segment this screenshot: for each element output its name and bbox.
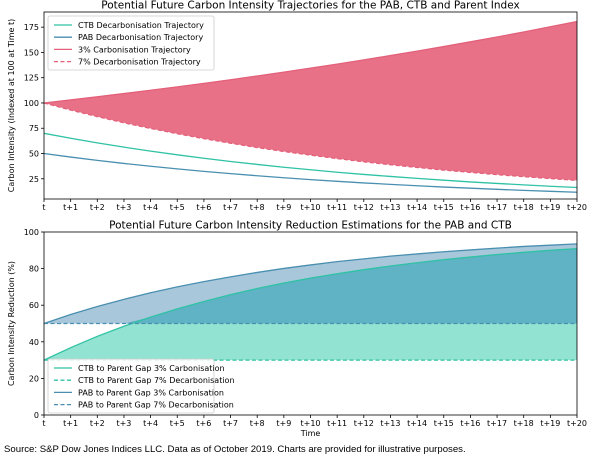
chart-2-x-tick-label: t+3 (116, 419, 131, 428)
chart-1-x-tick-label: t+15 (434, 203, 454, 212)
chart-1-x-tick-label: t+2 (90, 203, 105, 212)
chart-2-overlap-area (44, 248, 577, 324)
chart-2-y-tick-label: 20 (29, 374, 39, 383)
chart-1-x-tick-label: t+6 (196, 203, 211, 212)
chart-1-x-tick-label: t+1 (63, 203, 78, 212)
chart-1-x-tick-label: t+17 (487, 203, 507, 212)
chart-1-legend-box (47, 15, 215, 71)
chart-1-x-tick-label: t+14 (407, 203, 427, 212)
chart-1-x-tick-label: t+11 (327, 203, 347, 212)
chart-1-carbon-range-area (44, 21, 577, 181)
chart-2-x-tick-label: t+17 (487, 419, 507, 428)
chart-2-x-tick-label: t+15 (434, 419, 454, 428)
chart-2-y-tick-label: 40 (29, 338, 39, 347)
source-note: Source: S&P Dow Jones Indices LLC. Data … (4, 444, 466, 455)
chart-2-x-tick-label: t (42, 419, 45, 428)
chart-1-x-tick-label: t+10 (300, 203, 320, 212)
chart-2-y-tick-label: 100 (24, 228, 39, 237)
chart-1-y-tick-label: 75 (29, 124, 39, 133)
chart-1-series-line-4 (43, 102, 578, 182)
chart-2-series-line-3 (43, 243, 578, 325)
chart-1-x-tick-label: t+20 (567, 203, 587, 212)
chart-1-legend-label-2: PAB Decarbonisation Trajectory (78, 33, 203, 42)
chart-2-legend-box (47, 358, 215, 414)
chart-1-y-tick-label: 25 (29, 175, 39, 184)
chart-1-x-tick-label: t+19 (540, 203, 560, 212)
chart-2-title: Potential Future Carbon Intensity Reduct… (109, 220, 512, 232)
chart-2-x-tick-label: t+11 (327, 419, 347, 428)
chart-1-x-tick-label: t+8 (250, 203, 265, 212)
chart-2-y-tick-label: 60 (29, 301, 39, 310)
chart-1-x-tick-label: t+12 (354, 203, 374, 212)
chart-2-series-line-1 (43, 248, 578, 361)
chart-1-x-tick-label: t+7 (223, 203, 238, 212)
chart-1-x-tick-label: t+9 (276, 203, 291, 212)
chart-2-x-tick-label: t+9 (276, 419, 291, 428)
chart-1-legend-label-1: CTB Decarbonisation Trajectory (78, 21, 204, 30)
chart-2-y-tick-label: 80 (29, 265, 39, 274)
chart-2-x-tick-label: t+16 (460, 419, 480, 428)
chart-2-legend-label-2: CTB to Parent Gap 7% Decarbonisation (78, 376, 235, 385)
chart-2-x-tick-label: t+10 (300, 419, 320, 428)
chart-2-y-tick-label: 0 (34, 411, 39, 420)
chart-1-x-tick-label: t+5 (170, 203, 185, 212)
chart-2-x-axis-label: Time (300, 429, 321, 438)
chart-1-x-tick-label: t (42, 203, 45, 212)
chart-1-y-tick-label: 150 (24, 48, 39, 57)
chart-2-x-tick-label: t+6 (196, 419, 211, 428)
chart-1-y-tick-label: 50 (29, 150, 39, 159)
chart-2-x-tick-label: t+8 (250, 419, 265, 428)
chart-2-x-tick-label: t+5 (170, 419, 185, 428)
chart-2-x-tick-label: t+2 (90, 419, 105, 428)
chart-1-x-tick-label: t+4 (143, 203, 158, 212)
chart-1-x-tick-label: t+3 (116, 203, 131, 212)
chart-1-y-tick-label: 100 (24, 99, 39, 108)
chart-2-x-tick-label: t+1 (63, 419, 78, 428)
chart-1-title: Potential Future Carbon Intensity Trajec… (101, 0, 519, 12)
chart-1-x-tick-label: t+13 (380, 203, 400, 212)
chart-1-x-tick-label: t+18 (514, 203, 534, 212)
chart-2-x-tick-label: t+20 (567, 419, 587, 428)
chart-1-y-axis-label: Carbon Intensity (Indexed at 100 at Time… (7, 19, 16, 193)
chart-2-x-tick-label: t+13 (380, 419, 400, 428)
chart-2-legend-label-3: PAB to Parent Gap 3% Carbonisation (78, 388, 224, 397)
chart-1-series-line-3 (43, 20, 578, 104)
chart-1-x-tick-label: t+16 (460, 203, 480, 212)
chart-2-legend-label-1: CTB to Parent Gap 3% Carbonisation (78, 364, 225, 373)
chart-2-x-tick-label: t+18 (514, 419, 534, 428)
chart-2-x-tick-label: t+19 (540, 419, 560, 428)
chart-1-y-tick-label: 175 (24, 23, 39, 32)
chart-2-x-tick-label: t+7 (223, 419, 238, 428)
chart-2-x-tick-label: t+12 (354, 419, 374, 428)
chart-2-legend-label-4: PAB to Parent Gap 7% Decarbonisation (78, 401, 234, 410)
chart-2-x-tick-label: t+4 (143, 419, 158, 428)
chart-1-legend-label-4: 7% Decarbonisation Trajectory (78, 58, 201, 67)
chart-1-legend-label-3: 3% Carbonisation Trajectory (78, 45, 191, 54)
chart-2-x-tick-label: t+14 (407, 419, 427, 428)
chart-2-y-axis-label: Carbon Intensity Reduction (%) (7, 261, 16, 386)
chart-1-series-line-1 (43, 132, 578, 189)
chart-1-series-line-2 (43, 152, 578, 193)
chart-1-y-tick-label: 125 (24, 74, 39, 83)
